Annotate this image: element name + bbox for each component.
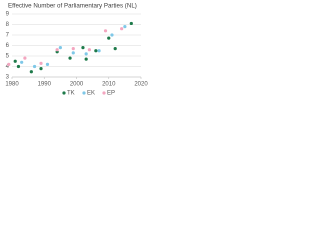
legend-marker	[102, 91, 106, 95]
legend-marker	[62, 91, 66, 95]
point	[103, 29, 108, 33]
legend-label: EP	[107, 91, 115, 97]
point	[97, 49, 101, 53]
legend-marker	[82, 91, 86, 95]
point	[16, 64, 21, 69]
point	[68, 56, 72, 60]
chart-title: Effective Number of Parliamentary Partie…	[8, 3, 137, 10]
x-tick-label: 2020	[134, 82, 148, 88]
y-tick-label: 8	[6, 22, 10, 28]
y-tick-label: 9	[6, 12, 10, 18]
y-tick-label: 3	[6, 75, 10, 81]
point	[45, 62, 50, 66]
point	[87, 48, 91, 52]
point	[84, 57, 88, 61]
point	[107, 36, 111, 40]
y-tick-label: 6	[6, 43, 10, 49]
page: {"chart_data": {"type": "scatter", "titl…	[0, 0, 149, 101]
chart: Effective Number of Parliamentary Partie…	[5, 3, 148, 97]
legend-label: TK	[67, 91, 75, 97]
point	[7, 62, 11, 66]
point	[39, 61, 43, 65]
legend-label: EK	[87, 91, 95, 97]
point	[20, 60, 24, 64]
y-tick-label: 7	[6, 33, 10, 39]
point	[39, 67, 43, 71]
point	[58, 46, 62, 50]
point	[110, 33, 114, 37]
y-tick-label: 5	[6, 54, 10, 60]
point	[32, 64, 37, 69]
y-tick-label: 4	[6, 64, 10, 70]
point	[129, 21, 133, 26]
x-tick-label: 2010	[102, 82, 116, 88]
point	[71, 47, 75, 51]
point	[123, 25, 127, 29]
point	[55, 48, 59, 52]
x-tick-label: 1990	[38, 82, 52, 88]
point	[94, 49, 98, 53]
point	[13, 59, 17, 63]
point	[120, 27, 124, 31]
point	[81, 46, 85, 50]
x-tick-label: 2000	[70, 82, 84, 88]
point	[84, 52, 88, 56]
point	[113, 47, 117, 51]
x-tick-label: 1980	[5, 82, 19, 88]
point	[29, 70, 33, 74]
point	[23, 56, 27, 60]
point	[71, 51, 75, 55]
